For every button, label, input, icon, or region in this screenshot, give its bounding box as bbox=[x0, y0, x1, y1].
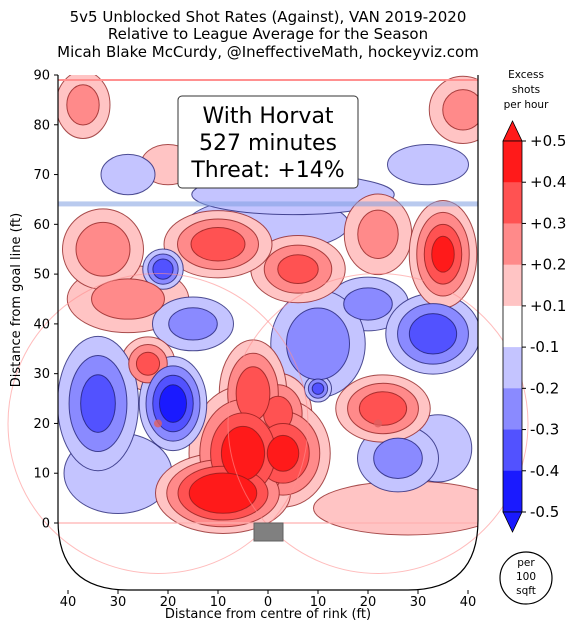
y-tick-label: 80 bbox=[33, 118, 50, 133]
rink-markings bbox=[7, 78, 529, 574]
heat-contour bbox=[277, 254, 319, 285]
heat-contour bbox=[387, 143, 469, 186]
colorbar-band bbox=[503, 223, 522, 266]
x-tick-label: 40 bbox=[60, 595, 77, 610]
unit-label-line-3: sqft bbox=[516, 585, 536, 597]
colorbar-extend-bottom bbox=[502, 511, 523, 533]
heat-contour bbox=[80, 374, 116, 433]
annotation-line-1: With Horvat bbox=[202, 104, 333, 129]
y-axis: 0 10 20 30 40 50 60 70 80 90 bbox=[33, 69, 58, 532]
chart-title-line-2: Relative to League Average for the Seaso… bbox=[108, 25, 428, 43]
heat-contour bbox=[188, 472, 258, 514]
heat-contour bbox=[91, 278, 165, 320]
colorbar-band bbox=[503, 182, 522, 224]
colorbar-band bbox=[503, 429, 522, 472]
colorbar: Excess shots per hour +0.5 +0.4 +0.3 +0.2 +0… bbox=[502, 69, 566, 533]
heat-contour bbox=[152, 258, 174, 280]
heat-contour bbox=[343, 287, 393, 321]
colorbar-band bbox=[503, 347, 522, 389]
heat-contour bbox=[358, 391, 408, 426]
heat-contour bbox=[66, 84, 100, 126]
plot-area bbox=[7, 75, 529, 591]
chart-title-line-3: Micah Blake McCurdy, @IneffectiveMath, h… bbox=[57, 43, 479, 61]
colorbar-title-line-1: Excess bbox=[508, 69, 544, 81]
heat-contour bbox=[135, 351, 161, 376]
colorbar-tick-label: -0.5 bbox=[530, 503, 559, 521]
x-tick-label: 40 bbox=[460, 595, 477, 610]
y-tick-label: 40 bbox=[33, 317, 50, 332]
heat-contour bbox=[431, 235, 455, 273]
x-tick-label: 20 bbox=[360, 595, 377, 610]
y-tick-label: 20 bbox=[33, 417, 50, 432]
heat-contour bbox=[235, 366, 271, 421]
unit-area-legend: per 100 sqft bbox=[499, 551, 553, 605]
y-tick-label: 50 bbox=[33, 268, 50, 283]
annotation-line-3: Threat: +14% bbox=[190, 158, 344, 183]
heat-layer bbox=[58, 75, 478, 536]
x-tick-label: 10 bbox=[310, 595, 327, 610]
y-tick-label: 70 bbox=[33, 168, 50, 183]
x-axis-label: Distance from centre of rink (ft) bbox=[165, 607, 371, 622]
annotation-line-2: 527 minutes bbox=[199, 131, 337, 156]
heat-contour bbox=[266, 434, 300, 472]
heat-contour bbox=[286, 307, 350, 381]
y-tick-label: 60 bbox=[33, 218, 50, 233]
colorbar-band bbox=[503, 388, 522, 431]
y-tick-label: 0 bbox=[42, 517, 50, 532]
x-tick-label: 10 bbox=[210, 595, 227, 610]
heat-contour bbox=[373, 437, 423, 479]
colorbar-tick-label: -0.2 bbox=[530, 379, 559, 397]
colorbar-tick-label: +0.1 bbox=[530, 297, 566, 315]
heat-contour bbox=[220, 425, 266, 481]
unit-label-line-1: per bbox=[517, 557, 535, 569]
colorbar-tick-label: +0.5 bbox=[530, 132, 566, 150]
heat-contour bbox=[100, 153, 156, 196]
heat-contour bbox=[311, 382, 325, 395]
colorbar-title-line-2: shots bbox=[512, 84, 540, 96]
colorbar-title-line-3: per hour bbox=[504, 99, 550, 111]
colorbar-tick-label: +0.2 bbox=[530, 256, 566, 274]
y-axis-label: Distance from goal line (ft) bbox=[9, 213, 24, 387]
x-axis: 40 30 20 10 0 10 20 30 40 bbox=[60, 590, 477, 610]
goal-net bbox=[253, 522, 284, 542]
y-tick-label: 30 bbox=[33, 367, 50, 382]
colorbar-band bbox=[503, 470, 522, 513]
unit-label-line-2: 100 bbox=[516, 571, 536, 583]
x-tick-label: 0 bbox=[264, 595, 272, 610]
y-tick-label: 90 bbox=[33, 69, 50, 84]
heat-contour bbox=[190, 226, 246, 262]
chart-title-line-1: 5v5 Unblocked Shot Rates (Against), VAN … bbox=[70, 8, 467, 26]
colorbar-tick-label: +0.4 bbox=[530, 173, 566, 191]
colorbar-tick-label: -0.3 bbox=[530, 421, 559, 439]
colorbar-band bbox=[503, 305, 522, 348]
heat-contour bbox=[408, 313, 458, 355]
colorbar-extend-top bbox=[502, 120, 523, 142]
heat-contour bbox=[357, 209, 399, 259]
heat-contour bbox=[168, 307, 218, 341]
y-tick-label: 10 bbox=[33, 467, 50, 482]
colorbar-tick-label: -0.4 bbox=[530, 462, 559, 480]
colorbar-tick-label: -0.1 bbox=[530, 338, 559, 356]
heat-contour bbox=[442, 89, 478, 131]
annotation-box: With Horvat 527 minutes Threat: +14% bbox=[177, 95, 359, 189]
x-tick-label: 30 bbox=[410, 595, 427, 610]
colorbar-band bbox=[503, 264, 522, 307]
x-tick-label: 30 bbox=[110, 595, 127, 610]
colorbar-band bbox=[503, 141, 522, 183]
heat-contour bbox=[75, 221, 131, 277]
heat-contour bbox=[159, 384, 187, 423]
x-tick-label: 20 bbox=[160, 595, 177, 610]
colorbar-tick-label: +0.3 bbox=[530, 214, 566, 232]
